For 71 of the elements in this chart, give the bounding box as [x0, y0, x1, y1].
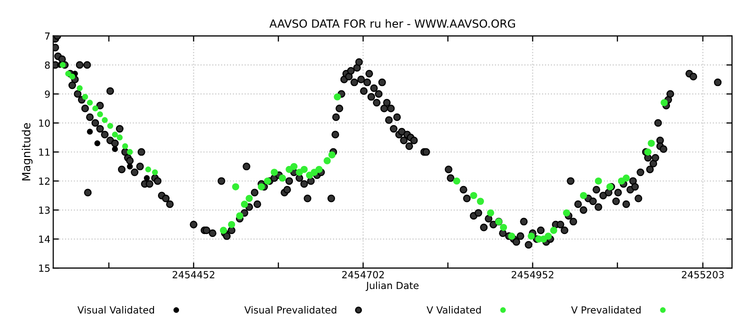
point [107, 122, 114, 129]
x-tick-label: 2454702 [342, 270, 384, 278]
point [470, 192, 478, 200]
y-tick-label: 15 [39, 264, 50, 272]
point [453, 177, 460, 185]
point [476, 198, 484, 205]
point [116, 134, 123, 140]
point [246, 194, 253, 202]
point [152, 169, 158, 176]
point [220, 226, 227, 234]
point [144, 175, 150, 182]
point [86, 128, 93, 135]
point [648, 140, 655, 147]
point [528, 232, 535, 240]
x-axis-title: Julian Date [366, 282, 419, 291]
x-tick-label: 2455203 [682, 270, 724, 278]
point [300, 166, 308, 173]
point [240, 200, 248, 208]
y-axis-title: Magnitude [22, 123, 33, 180]
point [258, 183, 265, 190]
x-tick-label: 2454452 [172, 270, 214, 278]
point [508, 232, 516, 240]
y-tick-label: 13 [39, 206, 50, 214]
point [563, 209, 570, 216]
point [122, 143, 128, 150]
y-tick-label: 9 [44, 90, 50, 98]
point [660, 99, 668, 106]
y-tick-label: 7 [45, 32, 50, 40]
point [316, 166, 323, 173]
point [487, 209, 494, 216]
point [112, 146, 118, 152]
point [94, 140, 100, 146]
y-tick-label: 11 [39, 148, 50, 156]
point [86, 100, 93, 106]
point [500, 224, 508, 231]
point [544, 232, 552, 240]
point [228, 220, 236, 228]
point [69, 74, 76, 80]
y-tick-label: 8 [44, 61, 50, 69]
x-tick-label: 2454952 [512, 270, 554, 278]
point [328, 151, 336, 158]
chart-title: AAVSO DATA FOR ru her - WWW.AAVSO.ORG [269, 19, 515, 28]
point [290, 162, 298, 170]
point [60, 62, 66, 68]
legend-label: V Validated [426, 306, 481, 314]
point [232, 183, 240, 190]
point [594, 177, 602, 185]
point [622, 174, 630, 182]
point [102, 117, 108, 124]
y-tick-label: 12 [39, 177, 50, 185]
point [82, 94, 88, 100]
legend-label: Visual Prevalidated [244, 306, 336, 314]
legend-label: V Prevalidated [571, 306, 641, 314]
point [112, 132, 118, 138]
point [334, 93, 341, 100]
point [126, 149, 133, 155]
point [580, 192, 588, 200]
point [550, 226, 558, 234]
point [324, 157, 331, 164]
y-tick-label: 10 [39, 119, 50, 127]
legend-label: Visual Validated [77, 306, 154, 314]
y-tick-label: 14 [39, 236, 50, 243]
point [145, 166, 152, 172]
point [270, 168, 278, 176]
point [236, 212, 244, 220]
point [92, 106, 98, 112]
point [97, 111, 103, 118]
point [65, 70, 72, 77]
point [278, 174, 286, 182]
point [76, 85, 83, 92]
point [126, 164, 133, 170]
